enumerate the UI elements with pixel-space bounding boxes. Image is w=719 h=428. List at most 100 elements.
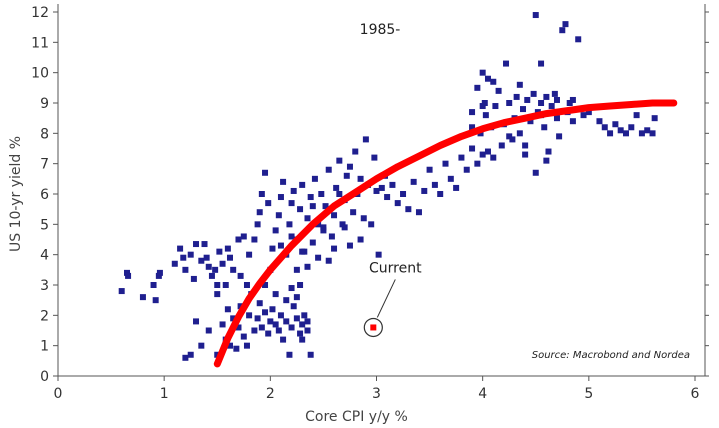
data-point bbox=[219, 260, 226, 267]
data-point bbox=[205, 327, 212, 334]
data-point bbox=[622, 130, 629, 137]
data-point bbox=[490, 154, 497, 161]
x-tick-label: 1 bbox=[160, 386, 169, 402]
data-point bbox=[442, 160, 449, 167]
data-point bbox=[275, 212, 282, 219]
data-point bbox=[118, 288, 125, 295]
data-points bbox=[118, 12, 658, 361]
data-point bbox=[481, 100, 488, 106]
data-point bbox=[198, 342, 205, 349]
y-tick-label: 7 bbox=[40, 157, 49, 173]
data-point bbox=[226, 342, 233, 349]
data-point bbox=[479, 151, 486, 158]
data-point bbox=[513, 93, 520, 100]
data-point bbox=[256, 300, 263, 307]
data-point bbox=[269, 245, 276, 252]
data-point bbox=[280, 336, 287, 343]
data-point bbox=[575, 36, 582, 43]
data-point bbox=[479, 103, 486, 110]
data-point bbox=[190, 275, 197, 282]
data-point bbox=[277, 312, 284, 319]
y-tick-label: 10 bbox=[31, 66, 49, 82]
data-point bbox=[437, 191, 444, 197]
data-point bbox=[288, 233, 295, 240]
y-tick-label: 6 bbox=[40, 187, 49, 203]
data-point bbox=[258, 191, 265, 197]
data-point bbox=[254, 315, 261, 322]
data-point bbox=[551, 90, 558, 97]
data-point bbox=[233, 345, 240, 352]
data-point bbox=[198, 257, 205, 264]
data-point bbox=[522, 151, 529, 158]
data-point bbox=[307, 194, 314, 201]
data-point bbox=[453, 184, 460, 191]
data-point bbox=[484, 75, 491, 82]
data-point bbox=[378, 184, 385, 191]
data-point bbox=[346, 163, 353, 170]
data-point bbox=[538, 60, 545, 67]
data-point bbox=[368, 221, 375, 228]
data-point bbox=[527, 118, 534, 125]
data-point bbox=[125, 272, 132, 279]
data-point bbox=[235, 324, 242, 331]
data-point bbox=[293, 315, 300, 322]
data-point bbox=[651, 115, 658, 122]
data-point bbox=[258, 324, 265, 331]
data-point bbox=[212, 266, 219, 273]
data-point bbox=[336, 191, 343, 197]
data-point bbox=[297, 206, 304, 213]
x-tick-label: 3 bbox=[372, 386, 381, 402]
y-tick-label: 3 bbox=[40, 278, 49, 294]
data-point bbox=[155, 272, 162, 279]
data-point bbox=[333, 184, 340, 191]
data-point bbox=[214, 291, 221, 298]
data-point bbox=[201, 241, 208, 248]
data-point bbox=[543, 157, 550, 164]
data-point bbox=[596, 118, 603, 125]
x-axis-title: Core CPI y/y % bbox=[305, 409, 408, 425]
y-tick-label: 2 bbox=[40, 308, 49, 324]
data-point bbox=[222, 282, 229, 288]
data-point bbox=[246, 251, 253, 258]
data-point bbox=[541, 124, 548, 131]
data-point bbox=[503, 60, 510, 67]
y-tick-label: 4 bbox=[40, 248, 49, 264]
data-point bbox=[265, 200, 272, 207]
data-point bbox=[633, 112, 640, 119]
data-point bbox=[469, 124, 476, 131]
data-point bbox=[371, 154, 378, 161]
data-point bbox=[299, 181, 306, 188]
data-point bbox=[495, 87, 502, 94]
data-point bbox=[208, 272, 215, 279]
data-point bbox=[256, 209, 263, 216]
data-point bbox=[224, 306, 231, 313]
data-point bbox=[506, 133, 513, 140]
data-point bbox=[336, 157, 343, 164]
data-point bbox=[275, 327, 282, 334]
period-label: 1985- bbox=[360, 22, 401, 38]
data-point bbox=[638, 130, 645, 137]
data-point bbox=[262, 309, 269, 316]
y-tick-label: 1 bbox=[40, 339, 49, 355]
data-point bbox=[492, 103, 499, 110]
current-group: Current bbox=[363, 260, 422, 338]
data-point bbox=[375, 251, 382, 258]
y-tick-label: 8 bbox=[40, 126, 49, 142]
current-point bbox=[370, 324, 377, 331]
data-point bbox=[516, 81, 523, 88]
data-point bbox=[277, 194, 284, 201]
data-point bbox=[585, 109, 592, 116]
data-point bbox=[331, 212, 338, 219]
data-point bbox=[559, 27, 566, 34]
data-point bbox=[421, 187, 428, 194]
data-point bbox=[288, 324, 295, 331]
data-point bbox=[280, 178, 287, 185]
data-point bbox=[569, 96, 576, 103]
data-point bbox=[193, 241, 200, 248]
data-point bbox=[479, 69, 486, 76]
data-point bbox=[410, 178, 417, 185]
data-point bbox=[524, 96, 531, 103]
data-point bbox=[286, 351, 293, 358]
data-point bbox=[322, 203, 329, 210]
